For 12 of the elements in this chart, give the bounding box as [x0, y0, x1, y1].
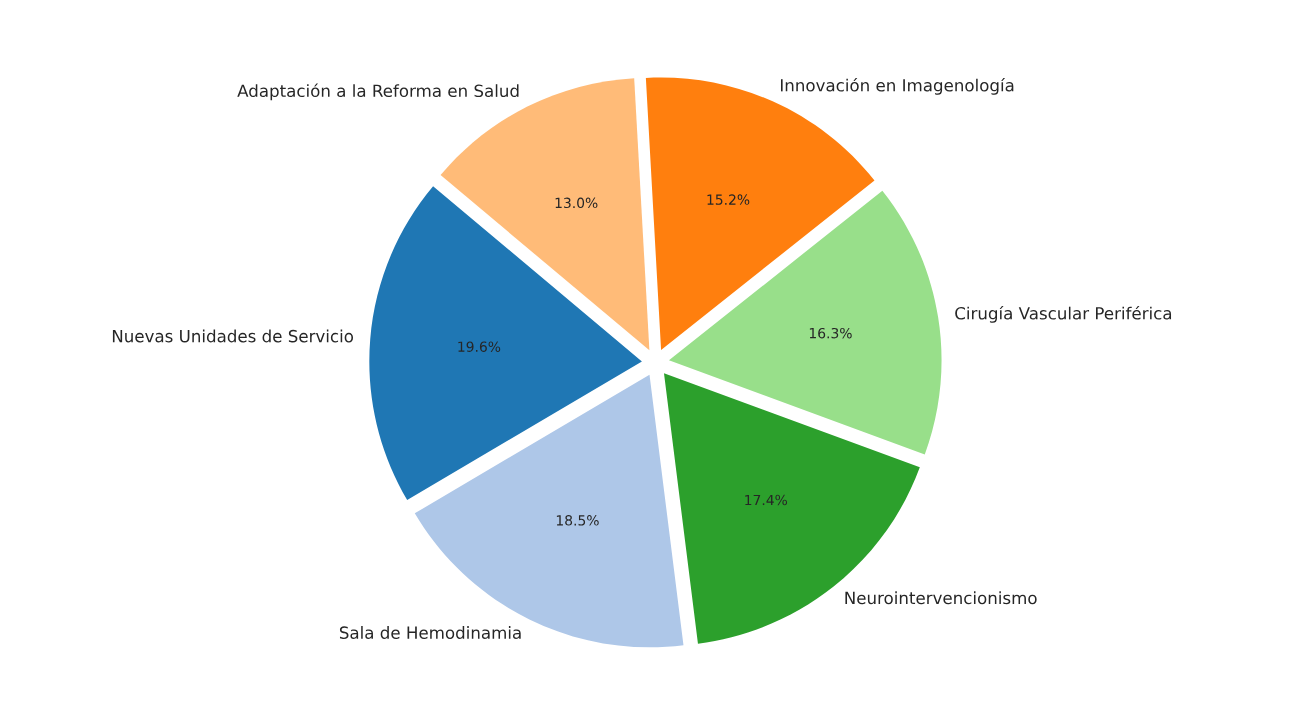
data-label: 19.6%	[458, 341, 501, 352]
slice-label: Cirugía Vascular Periférica	[955, 306, 1172, 323]
slice-label: Sala de Hemodinamia	[339, 626, 521, 639]
slice-label: Innovación en Imagenología	[780, 78, 1014, 95]
slice-label: Neurointervencionismo	[845, 591, 1037, 605]
slice-label: Nuevas Unidades de Servicio	[112, 329, 354, 343]
data-label: 13.0%	[555, 197, 598, 209]
slice-label: Adaptación a la Reforma en Salud	[237, 83, 519, 101]
data-label: 18.5%	[556, 515, 599, 526]
data-label: 16.3%	[809, 327, 852, 339]
data-label: 15.2%	[707, 194, 750, 205]
data-label: 17.4%	[745, 494, 788, 506]
